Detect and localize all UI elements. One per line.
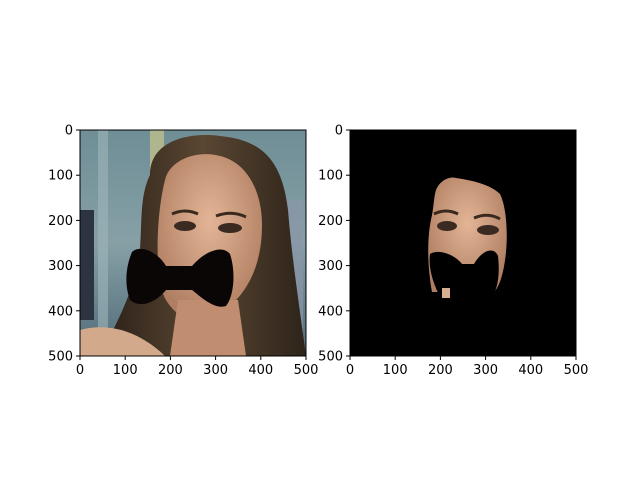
y-tick-label: 0 — [65, 124, 73, 139]
x-tick-label: 300 — [473, 363, 498, 378]
y-tick-label: 400 — [48, 304, 73, 319]
right-image — [350, 130, 576, 356]
right-axes: 0 100 200 300 400 500 0 100 200 300 400 500 — [318, 124, 588, 379]
left-image — [80, 130, 306, 356]
x-tick-label: 0 — [76, 363, 84, 378]
x-tick-label: 100 — [113, 363, 138, 378]
x-tick-label: 400 — [518, 363, 543, 378]
mask-shape — [126, 248, 234, 307]
y-tick-label: 400 — [318, 304, 343, 319]
y-tick-label: 300 — [318, 259, 343, 274]
y-tick-label: 500 — [48, 350, 73, 365]
y-tick-label: 200 — [48, 214, 73, 229]
y-tick-label: 100 — [48, 169, 73, 184]
x-tick-label: 200 — [428, 363, 453, 378]
y-tick-label: 500 — [318, 350, 343, 365]
y-tick-label: 100 — [318, 169, 343, 184]
x-tick-label: 500 — [294, 363, 319, 378]
x-tick-label: 500 — [564, 363, 589, 378]
y-tick-label: 0 — [335, 124, 343, 139]
x-tick-label: 0 — [346, 363, 354, 378]
x-tick-label: 100 — [383, 363, 408, 378]
x-tick-label: 300 — [203, 363, 228, 378]
x-tick-label: 400 — [248, 363, 273, 378]
left-axes: 0 100 200 300 400 500 0 100 200 300 400 500 — [48, 124, 318, 379]
y-tick-label: 200 — [318, 214, 343, 229]
y-tick-label: 300 — [48, 259, 73, 274]
x-tick-label: 200 — [158, 363, 183, 378]
